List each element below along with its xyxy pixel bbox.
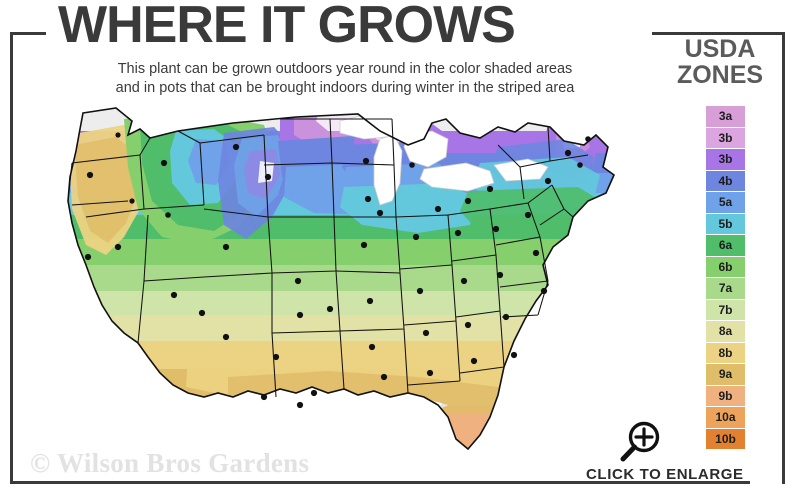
legend-swatch-3a-0: 3a: [706, 106, 745, 128]
magnifier-plus-glyph[interactable]: [616, 418, 664, 466]
frame-bottom-edge: [10, 481, 750, 484]
usa-outline: [67, 107, 615, 451]
legend-swatch-5a-4: 5a: [706, 192, 745, 214]
city-dots: [84, 132, 591, 409]
frame-left-edge: [10, 32, 13, 484]
page-title: WHERE IT GROWS: [58, 0, 516, 54]
legend-title-line-2: ZONES: [676, 61, 764, 89]
magnifier-plus-icon[interactable]: [616, 418, 664, 466]
legend-swatch-6a-6: 6a: [706, 235, 745, 257]
legend-swatch-8a-10: 8a: [706, 321, 745, 343]
watermark: © Wilson Bros Gardens: [30, 448, 310, 478]
legend-swatch-3b-1: 3b: [706, 127, 745, 149]
legend-swatch-7b-9: 7b: [706, 299, 745, 321]
legend-swatch-6b-7: 6b: [706, 256, 745, 278]
page-subtitle: This plant can be grown outdoors year ro…: [115, 61, 575, 97]
frame-top-right-stub: [652, 32, 785, 35]
click-to-enlarge-label[interactable]: CLICK TO ENLARGE: [586, 466, 744, 483]
legend-title: USDA ZONES: [648, 36, 792, 88]
usa-map-svg[interactable]: [28, 105, 648, 475]
state-borders: [67, 118, 589, 398]
legend-swatch-4b-3: 4b: [706, 170, 745, 192]
legend-swatch-9b-13: 9b: [706, 385, 745, 407]
legend-swatch-10b-15: 10b: [706, 428, 745, 450]
usda-zone-legend: 3a 3b 3b 4b 5a 5b 6a 6b 7a 7b 8a 8b 9a 9b 10a 10b: [706, 106, 745, 450]
frame-right-edge: [782, 32, 785, 484]
legend-swatch-10a-14: 10a: [706, 407, 745, 429]
legend-swatch-5b-5: 5b: [706, 213, 745, 235]
legend-swatch-7a-8: 7a: [706, 278, 745, 300]
legend-swatch-8b-11: 8b: [706, 342, 745, 364]
legend-swatch-9a-12: 9a: [706, 364, 745, 386]
legend-swatch-3b-2: 3b: [706, 149, 745, 171]
legend-title-line-1: USDA: [684, 35, 756, 63]
frame-top-left-stub: [10, 32, 46, 35]
hardiness-zone-map[interactable]: [28, 105, 648, 475]
